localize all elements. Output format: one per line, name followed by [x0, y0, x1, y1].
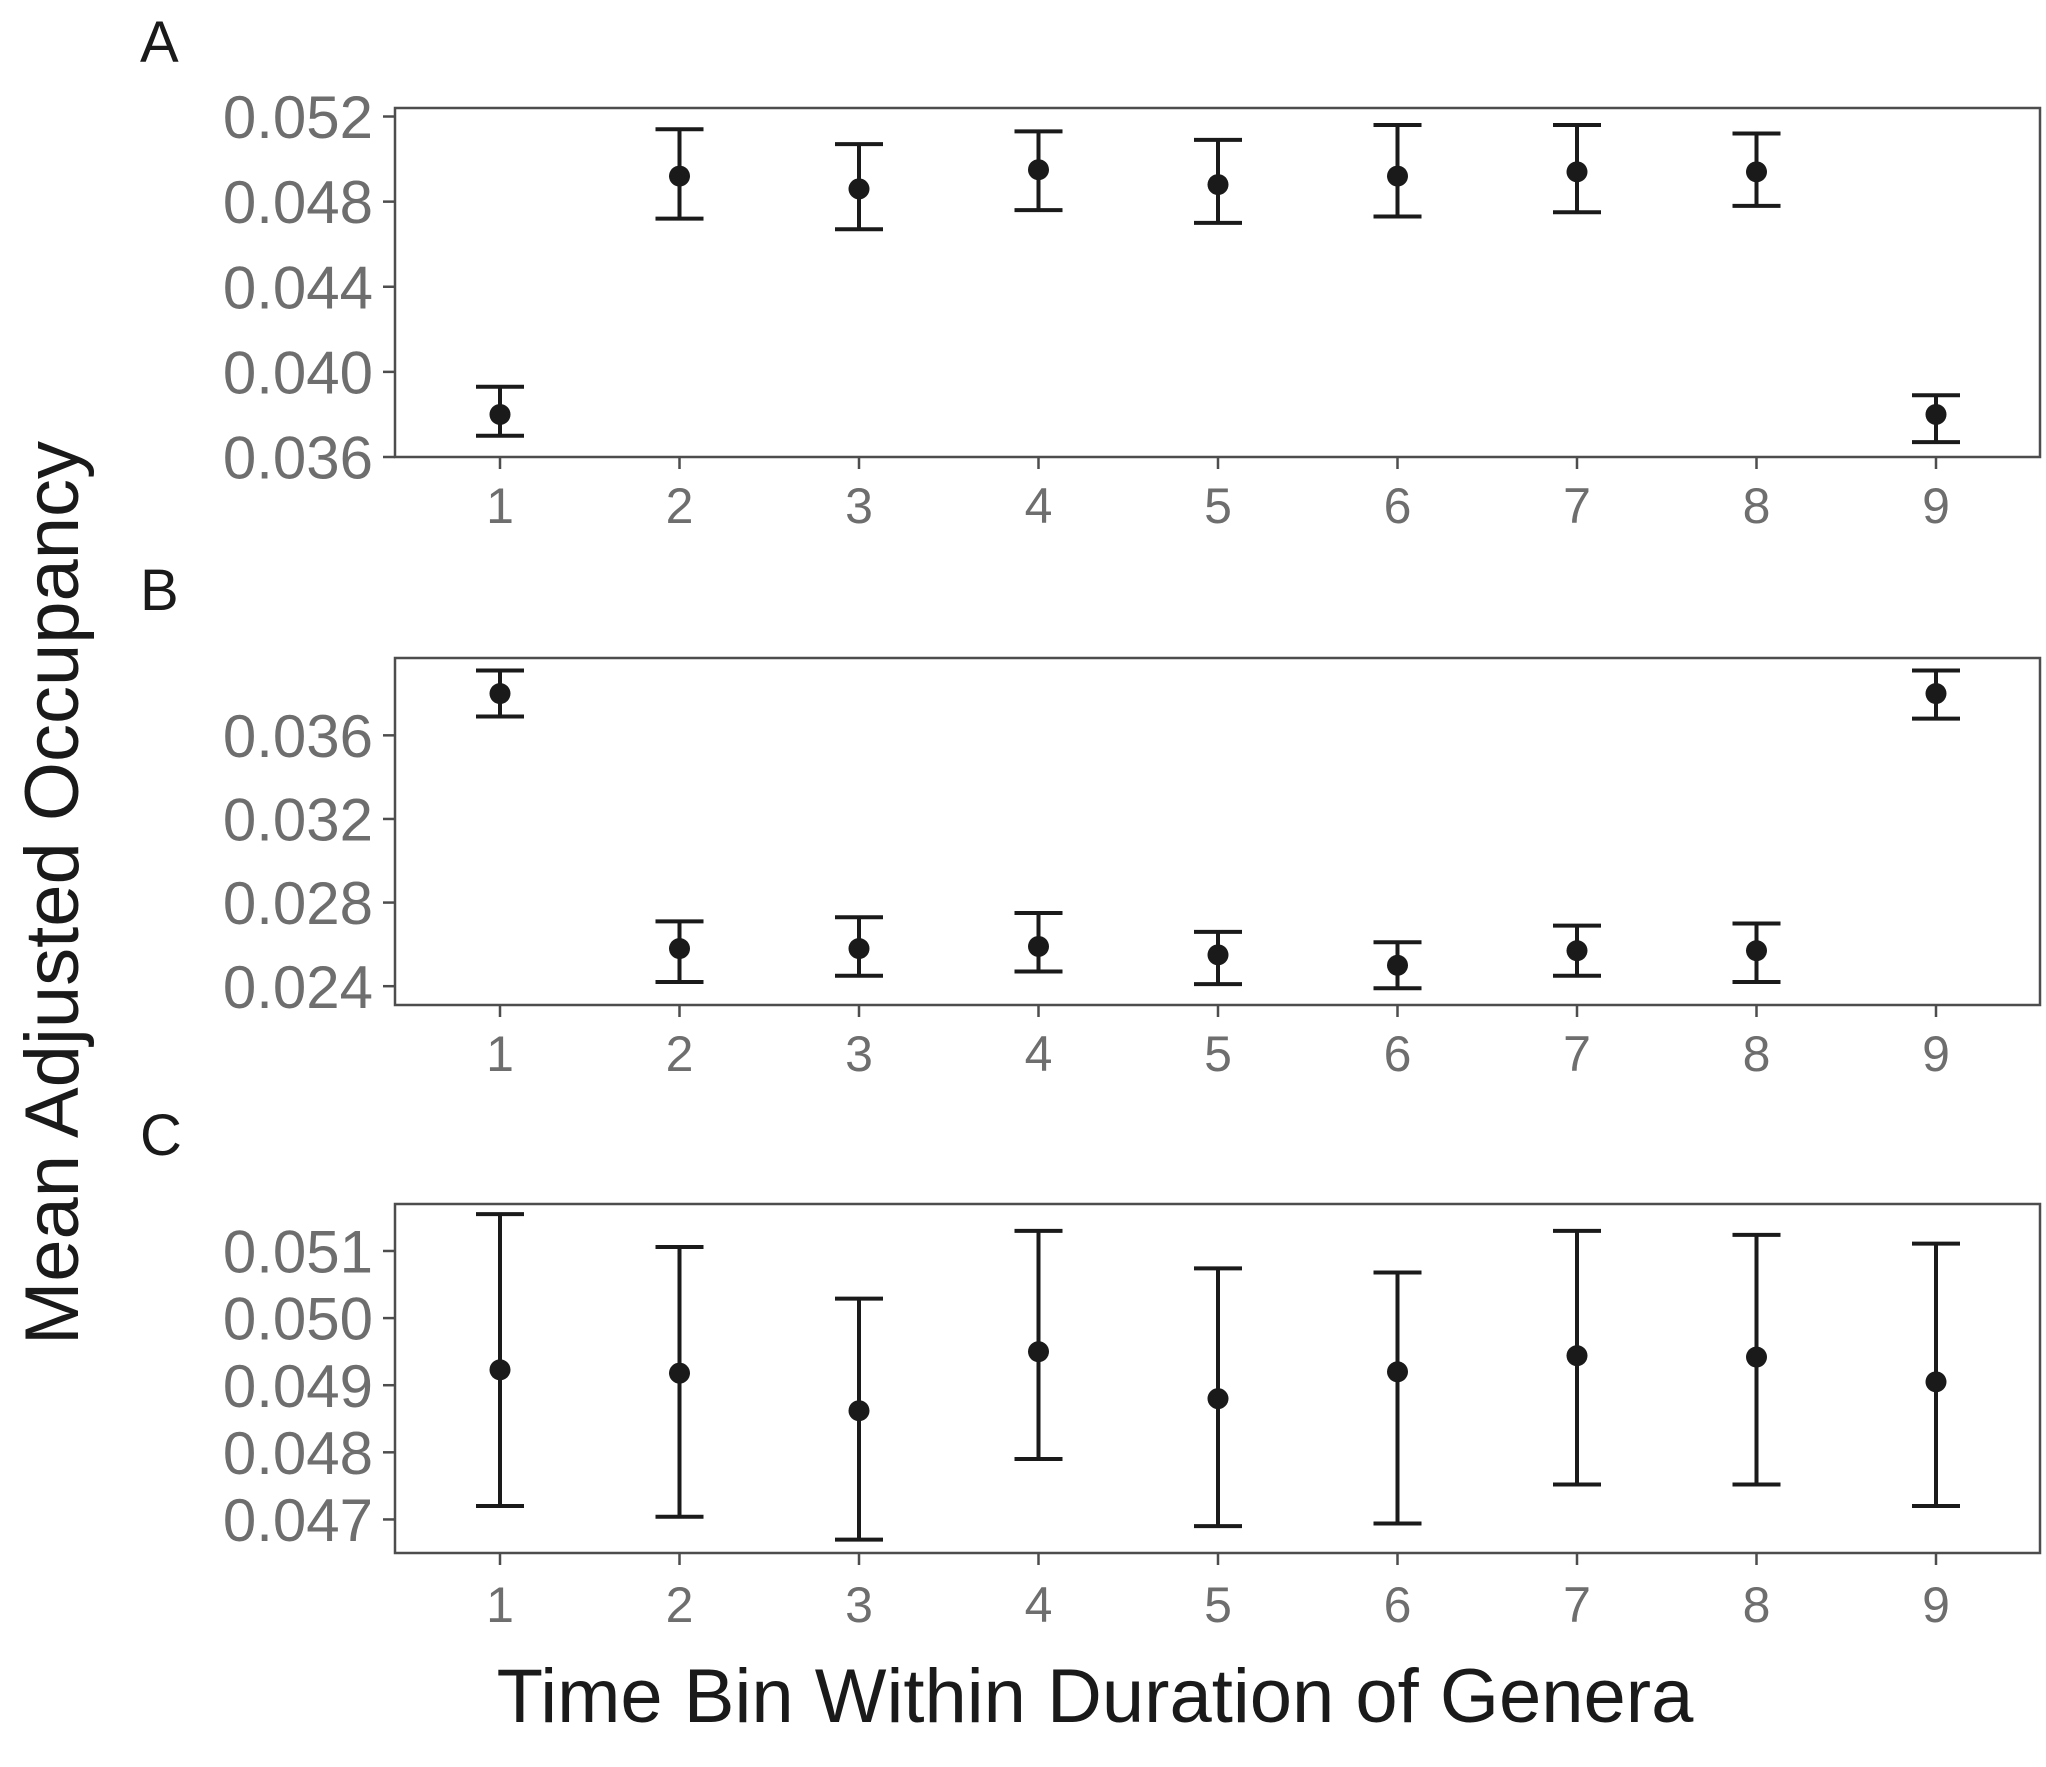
- y-tick-label: 0.048: [223, 169, 373, 236]
- y-tick-label: 0.044: [223, 254, 373, 321]
- data-point: [1207, 174, 1229, 196]
- data-point: [1746, 940, 1767, 962]
- y-tick-label: 0.052: [223, 84, 373, 151]
- x-tick-label: 3: [845, 1026, 873, 1082]
- data-point: [669, 1362, 690, 1384]
- x-tick-label: 2: [666, 1026, 694, 1082]
- x-tick-label: 5: [1204, 1026, 1232, 1082]
- y-axis-label: Mean Adjusted Occupancy: [10, 441, 95, 1345]
- panel-tag: A: [140, 10, 179, 75]
- data-point: [669, 165, 690, 187]
- y-tick-label: 0.028: [223, 870, 373, 937]
- x-tick-label: 1: [486, 478, 514, 534]
- data-point: [1387, 165, 1408, 187]
- x-tick-label: 4: [1025, 1577, 1053, 1633]
- data-point: [1207, 944, 1229, 966]
- y-tick-label: 0.040: [223, 339, 373, 406]
- data-point: [1028, 1341, 1049, 1363]
- data-point: [1925, 1371, 1947, 1393]
- x-tick-label: 6: [1384, 478, 1412, 534]
- data-point: [1925, 683, 1947, 705]
- y-tick-label: 0.051: [223, 1219, 373, 1286]
- x-tick-label: 4: [1025, 1026, 1053, 1082]
- y-tick-label: 0.032: [223, 787, 373, 854]
- data-point: [1028, 935, 1049, 957]
- data-point: [489, 683, 511, 705]
- y-tick-label: 0.050: [223, 1286, 373, 1353]
- x-tick-label: 1: [486, 1026, 514, 1082]
- data-point: [1566, 940, 1588, 962]
- data-point: [1746, 161, 1767, 183]
- y-tick-label: 0.047: [223, 1487, 373, 1554]
- data-point: [669, 938, 690, 960]
- data-point: [1566, 1345, 1588, 1367]
- x-tick-label: 4: [1025, 478, 1053, 534]
- data-point: [848, 178, 870, 200]
- data-point: [1387, 1361, 1408, 1383]
- x-tick-label: 1: [486, 1577, 514, 1633]
- y-tick-label: 0.048: [223, 1420, 373, 1487]
- data-point: [1566, 161, 1588, 183]
- x-tick-label: 6: [1384, 1577, 1412, 1633]
- panel-tag: C: [140, 1103, 182, 1168]
- x-tick-label: 9: [1922, 1577, 1950, 1633]
- data-point: [489, 403, 511, 425]
- panel-a: A 0.036 0.040 0.044 0.048 0.052 1 2 3 4 5 6 7 8 9: [140, 10, 2042, 534]
- y-tick-label: 0.036: [223, 703, 373, 770]
- data-point: [1387, 954, 1408, 976]
- y-tick-label: 0.049: [223, 1353, 373, 1420]
- data-point: [1207, 1388, 1229, 1410]
- x-tick-label: 2: [666, 1577, 694, 1633]
- data-point: [1746, 1346, 1767, 1368]
- x-tick-label: 5: [1204, 478, 1232, 534]
- x-tick-label: 7: [1563, 1577, 1591, 1633]
- x-tick-label: 5: [1204, 1577, 1232, 1633]
- x-tick-label: 9: [1922, 478, 1950, 534]
- x-tick-label: 6: [1384, 1026, 1412, 1082]
- error-bar: [1373, 1270, 1422, 1526]
- y-tick-label: 0.024: [223, 954, 373, 1021]
- x-tick-label: 8: [1743, 478, 1771, 534]
- x-axis-label: Time Bin Within Duration of Genera: [497, 1654, 1695, 1739]
- x-tick-label: 9: [1922, 1026, 1950, 1082]
- x-tick-label: 7: [1563, 478, 1591, 534]
- data-point: [1925, 403, 1947, 425]
- panel-tag: B: [140, 558, 179, 623]
- y-tick-label: 0.036: [223, 425, 373, 492]
- x-tick-label: 8: [1743, 1026, 1771, 1082]
- x-tick-label: 3: [845, 478, 873, 534]
- data-point: [848, 1400, 870, 1422]
- panel-b: B 0.024 0.028 0.032 0.036 1 2 3 4 5 6 7 8 9: [140, 558, 2042, 1082]
- x-tick-label: 3: [845, 1577, 873, 1633]
- data-point: [1028, 159, 1049, 181]
- x-tick-label: 8: [1743, 1577, 1771, 1633]
- x-tick-label: 2: [666, 478, 694, 534]
- data-point: [848, 938, 870, 960]
- x-tick-label: 7: [1563, 1026, 1591, 1082]
- data-point: [489, 1359, 511, 1381]
- panels: A 0.036 0.040 0.044 0.048 0.052 1 2 3 4 5 6 7 8 9 B 0.02…: [140, 10, 2042, 1633]
